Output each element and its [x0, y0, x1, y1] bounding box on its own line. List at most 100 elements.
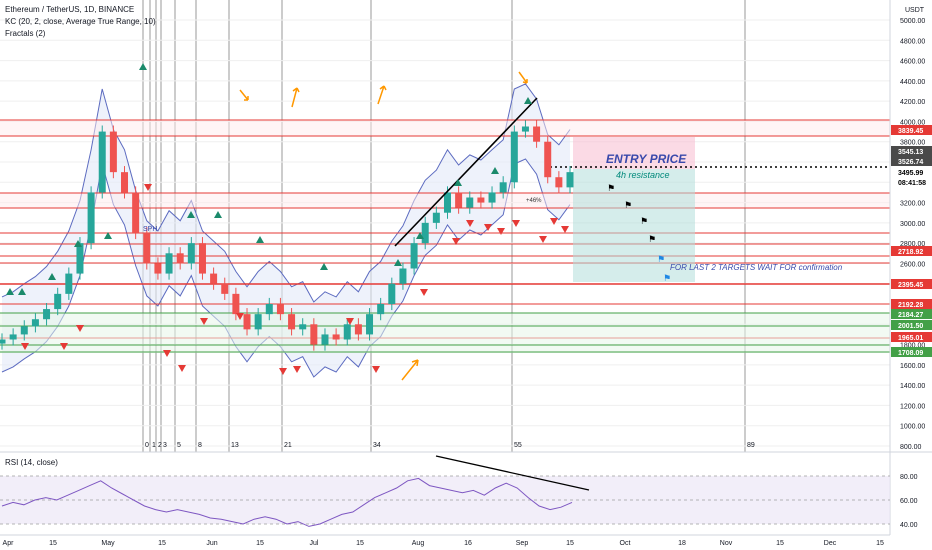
rsi-divergence-line	[435, 455, 590, 491]
price-level-tag: 3495.99	[898, 170, 923, 177]
fractal-down-marker	[346, 318, 354, 325]
rsi-tick-label: 80.00	[900, 474, 918, 481]
currency-label: USDT	[905, 7, 925, 14]
fib-count-label: 1	[152, 442, 156, 449]
fractal-markers	[6, 63, 569, 375]
fib-count-label: 2	[158, 442, 162, 449]
candle-body	[510, 131, 518, 183]
fractal-up-marker	[48, 273, 56, 280]
rsi-line	[1, 477, 573, 527]
candle-body	[343, 324, 351, 340]
price-level-tag: 2718.92	[898, 249, 923, 256]
price-level-tag-bg	[891, 309, 932, 319]
support-lines	[0, 312, 890, 353]
fractal-up-marker	[74, 240, 82, 247]
candle-body	[54, 293, 62, 310]
time-axis-ticks: Apr 15 May 15 Jun 15 Jul 15 Aug 16 Sep 15 Oct 18 Nov 15…	[3, 540, 884, 547]
resistance-label: 4h resistance	[616, 170, 670, 180]
candle-body	[321, 334, 329, 345]
candle-body	[555, 177, 563, 188]
time-tick-label: Aug	[412, 540, 425, 547]
fib-count-label: 5	[177, 442, 181, 449]
candlesticks	[0, 120, 574, 351]
candle-body	[143, 233, 151, 264]
price-tick-label: 3800.00	[900, 140, 925, 147]
price-tick-label: 3200.00	[900, 201, 925, 208]
candle-body	[65, 273, 73, 294]
candle-body	[310, 324, 318, 345]
kc-indicator-label: KC (20, 2, close, Average True Range, 10…	[5, 17, 156, 26]
fractal-down-marker	[420, 289, 428, 296]
fractal-down-marker	[372, 366, 380, 373]
price-level-tag: 08:41:58	[898, 180, 926, 187]
price-level-tag: 1965.01	[898, 335, 923, 342]
price-tick-label: 1600.00	[900, 363, 925, 370]
candle-body	[332, 334, 340, 340]
target-zone	[573, 169, 695, 282]
price-level-tag-bg	[891, 167, 932, 177]
fractal-up-marker	[524, 97, 532, 104]
stop-loss-zone	[573, 137, 695, 169]
fib-count-label: 0	[145, 442, 149, 449]
candle-body	[176, 253, 184, 264]
price-tick-label: 2600.00	[900, 261, 925, 268]
fib-count-label: 21	[284, 442, 292, 449]
candle-body	[432, 212, 440, 223]
svg-text:⚑: ⚑	[657, 255, 665, 265]
price-level-tag: 2192.28	[898, 302, 923, 309]
candle-body	[9, 334, 17, 340]
orange-arrows	[239, 71, 528, 381]
svg-text:⚑: ⚑	[663, 274, 671, 284]
candle-body	[455, 192, 463, 208]
price-level-tag-bg	[891, 320, 932, 330]
svg-text:⚑: ⚑	[607, 184, 615, 194]
candle-body	[421, 222, 429, 244]
price-tick-label: 2800.00	[900, 241, 925, 248]
fractal-up-marker	[6, 288, 14, 295]
time-tick-label: Nov	[720, 540, 733, 547]
fractal-down-marker	[236, 313, 244, 320]
candle-body	[109, 131, 117, 173]
price-tick-label: 1200.00	[900, 403, 925, 410]
candle-body	[533, 126, 541, 142]
candle-body	[488, 192, 496, 203]
fractal-down-marker	[512, 220, 520, 227]
candle-body	[366, 314, 374, 335]
time-tick-label: 16	[464, 540, 472, 547]
fractal-up-marker	[394, 259, 402, 266]
rsi-axis-ticks: 40.00 60.00 80.00	[900, 474, 918, 529]
candle-body	[521, 126, 529, 132]
time-tick-label: 15	[876, 540, 884, 547]
fractal-up-marker	[256, 236, 264, 243]
fib-count-label: 89	[747, 442, 755, 449]
fib-count-label: 55	[514, 442, 522, 449]
price-level-tag-bg	[891, 246, 932, 256]
candle-body	[254, 314, 262, 330]
price-level-tag: 2395.45	[898, 282, 923, 289]
fractals-indicator-label: Fractals (2)	[5, 29, 46, 38]
fib-count-label: 3	[163, 442, 167, 449]
targets-note: FOR LAST 2 TARGETS WAIT FOR confirmation	[670, 263, 843, 272]
time-tick-label: 15	[356, 540, 364, 547]
price-level-tag-bg	[891, 332, 932, 342]
fractal-up-marker	[18, 288, 26, 295]
candle-body	[232, 293, 240, 315]
fractal-down-marker	[497, 228, 505, 235]
candle-body	[544, 141, 552, 178]
time-tick-label: 15	[49, 540, 57, 547]
time-tick-label: Jun	[206, 540, 217, 547]
candle-body	[443, 192, 451, 213]
price-tick-label: 4800.00	[900, 38, 925, 45]
candle-body	[276, 304, 284, 315]
candle-body	[20, 326, 28, 335]
time-tick-label: Apr	[3, 540, 15, 547]
target-flags: ⚑ ⚑ ⚑ ⚑ ⚑ ⚑	[607, 184, 671, 284]
candle-body	[165, 253, 173, 274]
time-tick-label: 15	[566, 540, 574, 547]
price-tick-label: 4200.00	[900, 99, 925, 106]
fractal-down-marker	[484, 224, 492, 231]
price-tick-label: 1400.00	[900, 383, 925, 390]
candle-body	[388, 283, 396, 304]
fib-count-label: 13	[231, 442, 239, 449]
